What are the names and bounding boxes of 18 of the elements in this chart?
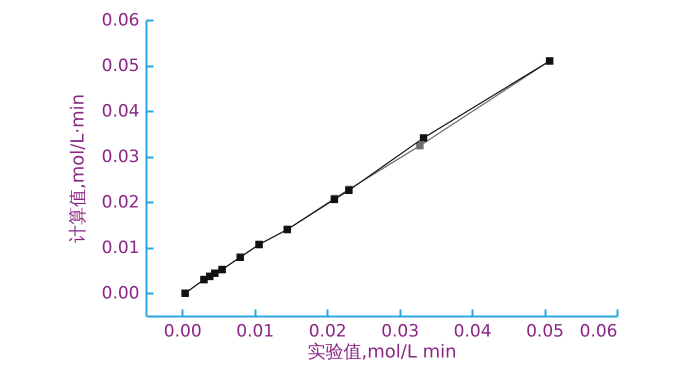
x-tick-label: 0.01 [236,322,274,342]
x-tick-label: 0.06 [580,322,618,342]
x-tick-label: 0.04 [454,322,492,342]
y-axis-title: 计算值,mol/L·min [68,94,89,244]
y-tick-label: 0.00 [102,284,140,304]
x-tick-label: 0.03 [381,322,420,342]
x-tick-label: 0.05 [526,322,564,342]
y-tick-label: 0.03 [102,147,140,168]
y-tick-label: 0.01 [102,238,140,258]
x-axis-title: 实验值,mol/L min [307,342,457,362]
x-tick-label: 0.00 [164,322,202,342]
y-tick-label: 0.02 [102,192,140,213]
point [416,142,424,150]
point [420,134,428,142]
y-tick-label: 0.05 [102,56,140,76]
y-tick-label: 0.06 [102,10,140,30]
x-tick-label: 0.02 [308,322,347,342]
y-tick-label: 0.04 [102,102,140,122]
